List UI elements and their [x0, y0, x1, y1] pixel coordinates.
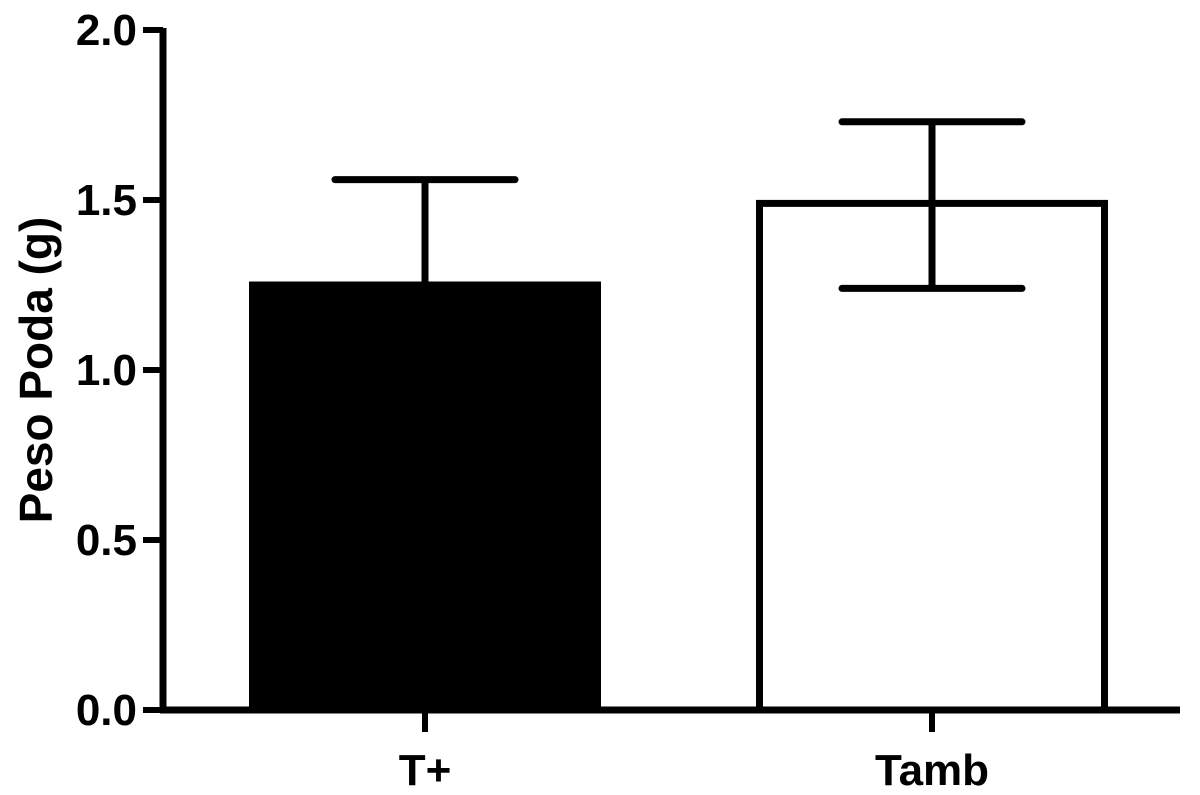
y-tick-label: 1.0	[76, 346, 137, 395]
x-tick-label: T+	[399, 746, 452, 795]
y-axis-title: Peso Poda (g)	[10, 217, 62, 524]
axes-group: 0.0 0.5 1.0 1.5 2.0 T+ Tamb	[76, 6, 1180, 795]
y-tick-label: 0.5	[76, 516, 137, 565]
bars-group	[249, 118, 1108, 714]
y-tick-label: 2.0	[76, 6, 137, 55]
y-tick-label: 1.5	[76, 176, 137, 225]
x-tick-label: Tamb	[875, 746, 989, 795]
y-tick-label: 0.0	[76, 686, 137, 735]
bar-t-	[249, 281, 601, 714]
